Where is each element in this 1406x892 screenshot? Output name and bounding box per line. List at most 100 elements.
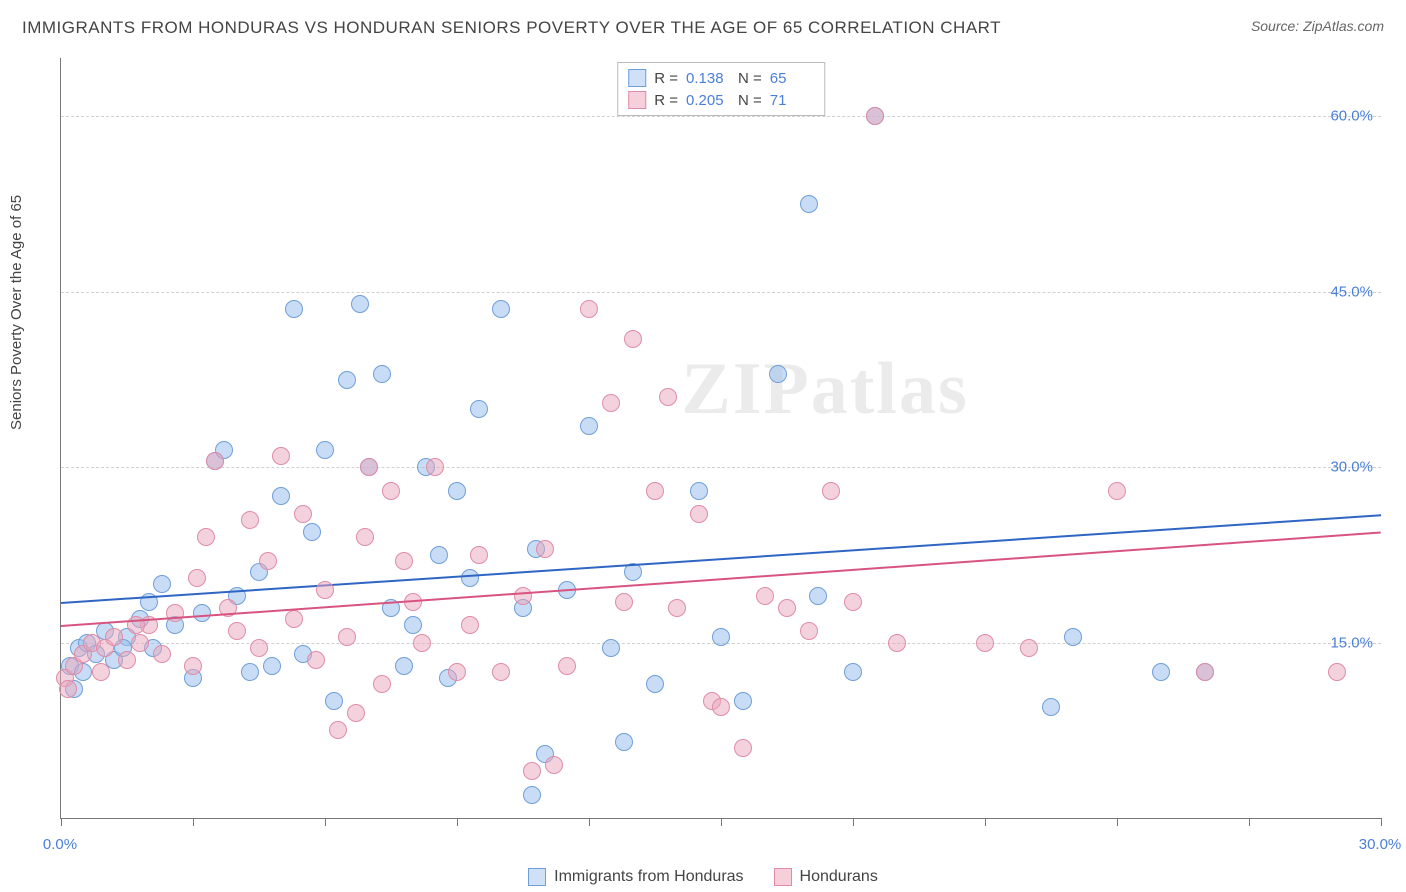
data-point <box>360 458 378 476</box>
gridline <box>61 116 1381 117</box>
data-point <box>800 195 818 213</box>
data-point <box>1064 628 1082 646</box>
x-tick <box>985 818 986 826</box>
data-point <box>263 657 281 675</box>
n-value-1: 71 <box>770 92 814 109</box>
data-point <box>250 639 268 657</box>
data-point <box>448 482 466 500</box>
plot-area: ZIPatlas R = 0.138 N = 65 R = 0.205 N = … <box>60 58 1381 819</box>
data-point <box>329 721 347 739</box>
data-point <box>492 300 510 318</box>
data-point <box>668 599 686 617</box>
data-point <box>769 365 787 383</box>
data-point <box>470 400 488 418</box>
source-label: Source: ZipAtlas.com <box>1251 18 1384 34</box>
data-point <box>118 651 136 669</box>
data-point <box>184 657 202 675</box>
data-point <box>690 505 708 523</box>
data-point <box>646 675 664 693</box>
y-tick-label: 45.0% <box>1330 283 1373 300</box>
data-point <box>448 663 466 681</box>
data-point <box>844 593 862 611</box>
data-point <box>624 330 642 348</box>
data-point <box>193 604 211 622</box>
data-point <box>690 482 708 500</box>
data-point <box>338 371 356 389</box>
data-point <box>615 593 633 611</box>
swatch-pink <box>774 868 792 886</box>
y-tick-label: 30.0% <box>1330 459 1373 476</box>
data-point <box>188 569 206 587</box>
data-point <box>413 634 431 652</box>
swatch-pink <box>628 91 646 109</box>
y-axis-label: Seniors Poverty Over the Age of 65 <box>8 195 25 430</box>
data-point <box>382 482 400 500</box>
n-label: N = <box>738 70 762 87</box>
data-point <box>756 587 774 605</box>
data-point <box>1020 639 1038 657</box>
data-point <box>1042 698 1060 716</box>
x-tick <box>1117 818 1118 826</box>
x-tick-label: 0.0% <box>43 836 77 853</box>
x-tick <box>589 818 590 826</box>
data-point <box>461 616 479 634</box>
data-point <box>153 645 171 663</box>
data-point <box>325 692 343 710</box>
data-point <box>206 452 224 470</box>
data-point <box>153 575 171 593</box>
data-point <box>426 458 444 476</box>
data-point <box>580 417 598 435</box>
data-point <box>976 634 994 652</box>
data-point <box>844 663 862 681</box>
x-tick <box>325 818 326 826</box>
data-point <box>404 616 422 634</box>
data-point <box>338 628 356 646</box>
data-point <box>580 300 598 318</box>
data-point <box>259 552 277 570</box>
data-point <box>105 628 123 646</box>
x-tick <box>853 818 854 826</box>
swatch-blue <box>628 69 646 87</box>
data-point <box>602 639 620 657</box>
x-tick <box>193 818 194 826</box>
data-point <box>316 581 334 599</box>
data-point <box>356 528 374 546</box>
data-point <box>303 523 321 541</box>
r-label: R = <box>654 70 678 87</box>
data-point <box>373 675 391 693</box>
x-tick <box>721 818 722 826</box>
x-tick-label: 30.0% <box>1359 836 1402 853</box>
stat-legend: R = 0.138 N = 65 R = 0.205 N = 71 <box>617 62 825 116</box>
data-point <box>778 599 796 617</box>
data-point <box>285 300 303 318</box>
data-point <box>197 528 215 546</box>
data-point <box>395 657 413 675</box>
data-point <box>307 651 325 669</box>
data-point <box>615 733 633 751</box>
legend-item-0: Immigrants from Honduras <box>528 868 743 886</box>
data-point <box>646 482 664 500</box>
data-point <box>430 546 448 564</box>
data-point <box>461 569 479 587</box>
gridline <box>61 292 1381 293</box>
n-value-0: 65 <box>770 70 814 87</box>
data-point <box>545 756 563 774</box>
data-point <box>1196 663 1214 681</box>
watermark: ZIPatlas <box>681 347 968 432</box>
data-point <box>809 587 827 605</box>
data-point <box>712 628 730 646</box>
stat-row-0: R = 0.138 N = 65 <box>628 67 814 89</box>
data-point <box>294 505 312 523</box>
y-tick-label: 15.0% <box>1330 634 1373 651</box>
x-tick <box>1249 818 1250 826</box>
chart-title: IMMIGRANTS FROM HONDURAS VS HONDURAN SEN… <box>22 18 1001 37</box>
data-point <box>241 663 259 681</box>
r-value-1: 0.205 <box>686 92 730 109</box>
data-point <box>241 511 259 529</box>
data-point <box>272 487 290 505</box>
r-label: R = <box>654 92 678 109</box>
n-label: N = <box>738 92 762 109</box>
data-point <box>558 657 576 675</box>
data-point <box>514 587 532 605</box>
x-tick <box>457 818 458 826</box>
